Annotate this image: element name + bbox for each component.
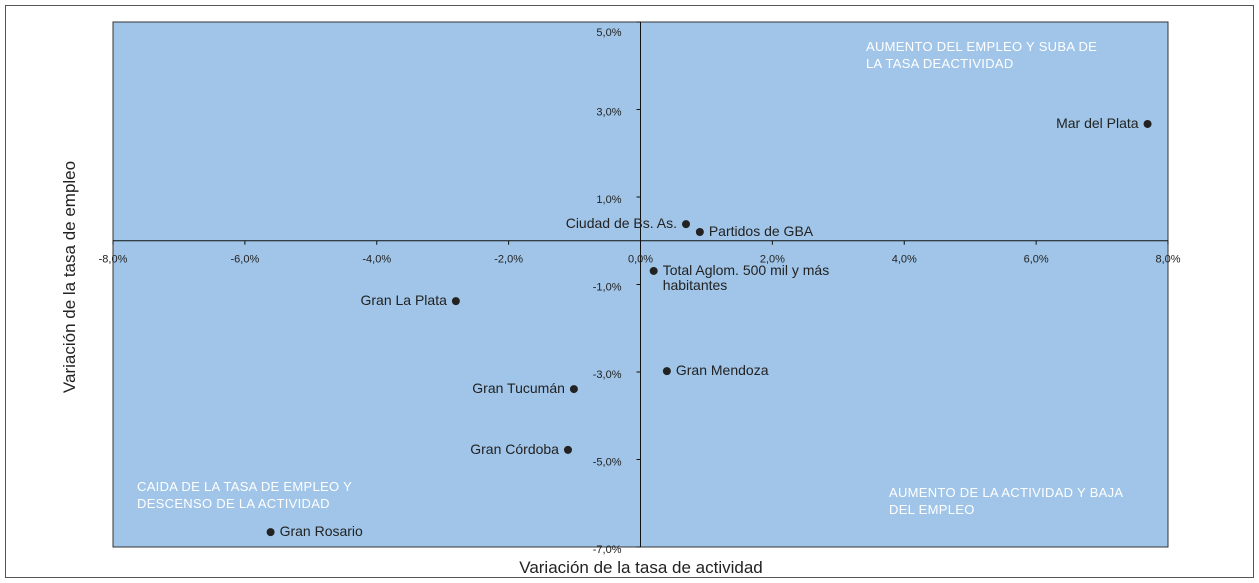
point: [662, 367, 671, 376]
point-label: Ciudad de Bs. As.: [565, 215, 677, 232]
x-tick-label: -4,0%: [362, 254, 391, 266]
quadrant-annotation: CAIDA DE LA TASA DE EMPLEO Y DESCENSO DE…: [137, 479, 352, 511]
point-label: Gran Rosario: [279, 523, 363, 540]
point-label: Gran La Plata: [360, 292, 447, 309]
point-label: Partidos de GBA: [708, 223, 814, 239]
point: [451, 297, 460, 306]
y-tick-label: -3,0%: [593, 369, 622, 381]
frame: [5, 5, 1254, 578]
x-axis-title: Variación de la tasa de actividad: [519, 558, 763, 577]
point-label: Mar del Plata: [1056, 114, 1139, 131]
point-label: Gran Tucumán: [472, 380, 565, 397]
y-tick-label: -5,0%: [593, 456, 622, 468]
x-tick-label: 6,0%: [1024, 254, 1049, 266]
x-tick-label: 4,0%: [892, 254, 917, 266]
point: [563, 445, 572, 454]
point: [569, 385, 578, 394]
point: [1143, 119, 1152, 128]
x-tick-label: 2,0%: [760, 254, 785, 266]
x-tick-label: 8,0%: [1155, 254, 1180, 266]
y-tick-label: 1,0%: [596, 194, 621, 206]
point-label: Gran Mendoza: [675, 362, 769, 379]
y-tick-label: -7,0%: [593, 544, 622, 556]
quadrant-annotation: AUMENTO DEL EMPLEO Y SUBA DE LA TASA DEA…: [866, 39, 1098, 71]
y-axis-title: Variación de la tasa de empleo: [60, 160, 79, 394]
quadrant-annotation: AUMENTO DE LA ACTIVIDAD Y BAJA DEL EMPLE…: [889, 485, 1123, 517]
point: [649, 266, 658, 275]
y-tick-label: 3,0%: [596, 106, 621, 118]
point: [681, 220, 690, 229]
y-tick-label: 5,0%: [596, 27, 621, 39]
x-tick-label: -8,0%: [99, 254, 128, 266]
x-tick-label: -2,0%: [494, 254, 523, 266]
point: [695, 228, 704, 236]
x-tick-label: 0,0%: [628, 254, 653, 266]
point-label: Gran Córdoba: [470, 440, 559, 457]
y-tick-label: -1,0%: [593, 281, 622, 293]
x-tick-label: -6,0%: [231, 254, 260, 266]
point-label: Total Aglom. 500 mil y más habitantes: [662, 261, 830, 293]
point: [266, 528, 275, 537]
